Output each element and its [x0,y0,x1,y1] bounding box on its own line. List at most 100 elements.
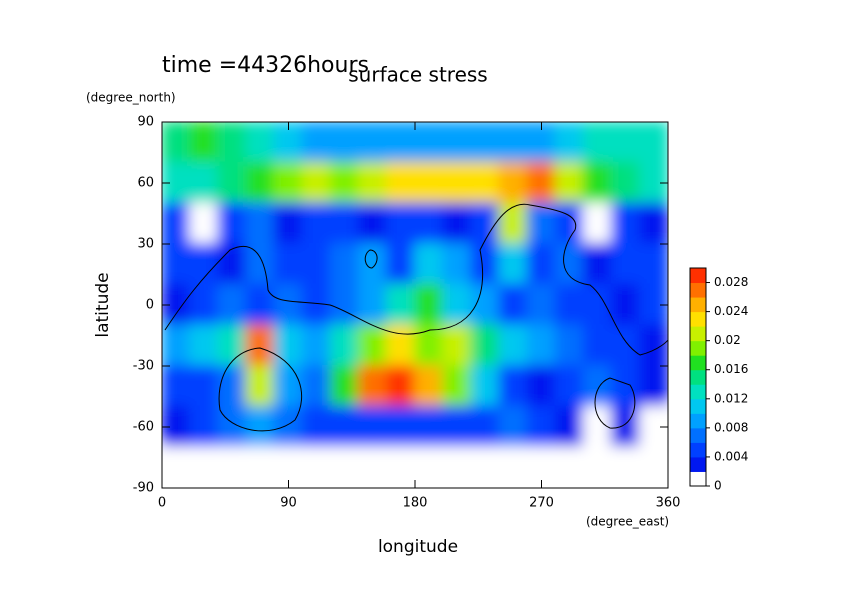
field-cell [385,324,416,367]
field-cell [610,405,641,449]
y-label: latitude [93,272,113,337]
field-cell [638,324,668,367]
field-cell [470,324,501,367]
x-tick-label: 180 [403,496,428,511]
field-cell [357,446,388,488]
field-cell [189,243,220,286]
field-cell [526,405,557,449]
field-cell [301,324,332,367]
field-cell [470,243,501,286]
field-cell [273,161,304,205]
colorbar-label: 0.008 [714,420,748,434]
field-cell [385,365,416,408]
field-cell [610,283,641,327]
field-cell [329,405,360,449]
field-cell [526,324,557,367]
colorbar-band [690,282,706,298]
field-cell [554,405,585,449]
field-cell [217,324,248,367]
colorbar-band [690,413,706,429]
x-label: longitude [378,537,458,557]
field-cell [385,243,416,286]
field-cell [638,122,668,164]
colorbar-band [690,442,706,458]
field-cell [582,324,613,367]
y-tick-label: 0 [146,298,154,313]
field-cell [217,202,248,245]
colorbar-band [690,311,706,327]
field-cell [554,324,585,367]
field-cell [301,202,332,245]
field-cell [498,324,529,367]
subtitle: time =44326hours [162,53,369,78]
field-cell [357,283,388,327]
field-cell [442,283,473,327]
field-cell [301,405,332,449]
field-cell [442,243,473,286]
field-cell [357,202,388,245]
field-cell [162,243,192,286]
field-cell [442,324,473,367]
field-cell [582,161,613,205]
x-tick-label: 270 [529,496,554,511]
colorbar-band [690,340,706,356]
field-cell [217,243,248,286]
field-cell [414,243,445,286]
field-cell [414,122,445,164]
field-cell [273,243,304,286]
field-cell [582,202,613,245]
field-cell [245,283,276,327]
field-cell [189,405,220,449]
field-cell [301,243,332,286]
field-cell [610,446,641,488]
field-cell [414,202,445,245]
chart-title: surface stress [348,63,487,87]
field-cell [498,161,529,205]
field-cell [638,202,668,245]
coastline [218,347,303,432]
field-cell [245,405,276,449]
field-cell [273,365,304,408]
field-cell [414,365,445,408]
colorbar-band [690,355,706,371]
field-cell [554,161,585,205]
field-cell [385,161,416,205]
field-cell [610,324,641,367]
field-cell [498,202,529,245]
colorbar-label: 0.004 [714,449,748,463]
field-cell [301,446,332,488]
field-cell [273,202,304,245]
field-cell [582,122,613,164]
field-cell [329,202,360,245]
field-cell [554,122,585,164]
field-cell [162,122,192,164]
field-cell [217,122,248,164]
field-cell [245,446,276,488]
field-cell [329,283,360,327]
field-cell [582,283,613,327]
field-cell [189,446,220,488]
field-cell [498,122,529,164]
field-cell [189,283,220,327]
field-cell [498,365,529,408]
colorbar-band [690,456,706,472]
x-tick-label: 0 [158,496,166,511]
field-cell [526,365,557,408]
colorbar-band [690,297,706,313]
field-cell [245,122,276,164]
field-cell [442,405,473,449]
field-cell [162,202,192,245]
colorbar-label: 0.012 [714,391,748,405]
field-cell [554,243,585,286]
field-cell [329,324,360,367]
field-cell [217,446,248,488]
field-cell [498,405,529,449]
field-cell [273,324,304,367]
field-cell [414,283,445,327]
field-cell [301,122,332,164]
field-cell [385,202,416,245]
colorbar-band [690,268,706,284]
field-cell [357,122,388,164]
field-cell [610,161,641,205]
